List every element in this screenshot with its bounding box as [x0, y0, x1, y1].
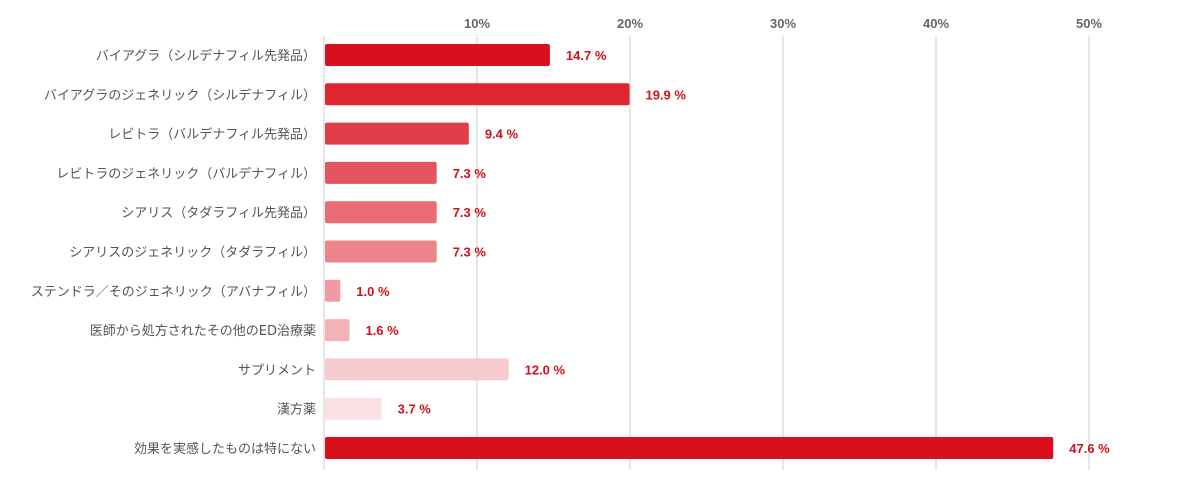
bar — [325, 358, 509, 381]
category-label: バイアグラのジェネリック（シルデナフィル） — [44, 87, 316, 103]
category-labels: バイアグラ（シルデナフィル先発品） バイアグラのジェネリック（シルデナフィル） レビ… — [31, 48, 316, 457]
bars — [325, 44, 1054, 459]
x-tick-label: 30% — [770, 16, 796, 31]
category-label: バイアグラ（シルデナフィル先発品） — [96, 48, 316, 64]
category-label: レビトラのジェネリック（バルデナフィル） — [56, 166, 316, 182]
category-label: レビトラ（バルデナフィル先発品） — [108, 127, 316, 143]
value-label: 3.7 % — [398, 402, 432, 417]
x-tick-label: 10% — [464, 16, 490, 31]
bar — [325, 240, 437, 263]
x-tick-label: 40% — [923, 16, 949, 31]
bar — [325, 83, 630, 106]
bar — [325, 319, 350, 342]
value-label: 14.7 % — [566, 48, 607, 63]
category-label: 医師から処方されたその他のED治療薬 — [90, 323, 316, 339]
bar — [325, 44, 550, 66]
value-label: 47.6 % — [1069, 441, 1110, 456]
category-label: シアリス（タダラフィル先発品） — [121, 206, 316, 221]
category-label: 漢方薬 — [277, 402, 316, 418]
category-label: サプリメント — [238, 363, 316, 378]
category-label: シアリスのジェネリック（タダラフィル） — [69, 246, 316, 261]
value-label: 9.4 % — [485, 127, 519, 142]
category-label: ステンドラ／そのジェネリック（アバナフィル） — [31, 285, 316, 300]
gridlines — [323, 36, 1090, 470]
value-label: 12.0 % — [525, 362, 566, 377]
bar — [325, 201, 437, 224]
x-axis-ticks: 10% 20% 30% 40% 50% — [464, 16, 1102, 31]
bar — [325, 122, 469, 145]
value-label: 19.9 % — [645, 87, 686, 102]
bar — [325, 437, 1054, 459]
value-label: 7.3 % — [453, 245, 487, 260]
category-label: 効果を実感したものは特にない — [134, 441, 316, 457]
value-labels: 14.7 % 19.9 % 9.4 % 7.3 % 7.3 % 7.3 % 1.0 % 1.6… — [356, 48, 1110, 456]
x-tick-label: 20% — [617, 16, 643, 31]
value-label: 7.3 % — [453, 166, 487, 181]
value-label: 7.3 % — [453, 205, 487, 220]
x-tick-label: 50% — [1076, 16, 1102, 31]
bar — [325, 397, 382, 420]
bar — [325, 279, 341, 302]
bar — [325, 161, 437, 184]
value-label: 1.6 % — [365, 323, 399, 338]
value-label: 1.0 % — [356, 284, 390, 299]
